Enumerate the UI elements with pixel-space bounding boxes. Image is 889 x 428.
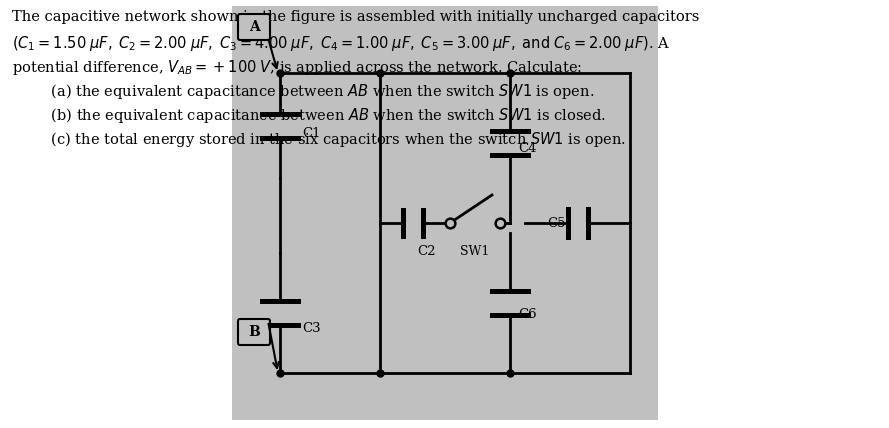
Text: C3: C3 xyxy=(302,321,321,335)
Text: C6: C6 xyxy=(518,309,537,321)
Text: B: B xyxy=(248,325,260,339)
Text: $(C_1 = 1.50\;\mu F,\; C_2 = 2.00\;\mu F,\; C_3 = 4.00\;\mu F,\; C_4 = 1.00\;\mu: $(C_1 = 1.50\;\mu F,\; C_2 = 2.00\;\mu F… xyxy=(12,34,670,53)
FancyBboxPatch shape xyxy=(238,14,270,40)
Text: C1: C1 xyxy=(302,127,321,140)
Text: A: A xyxy=(249,20,260,34)
Text: SW1: SW1 xyxy=(461,245,490,258)
Text: (a) the equivalent capacitance between $AB$ when the switch $SW1$ is open.: (a) the equivalent capacitance between $… xyxy=(32,82,595,101)
Text: C5: C5 xyxy=(548,217,566,229)
Text: C4: C4 xyxy=(518,142,536,155)
Text: potential difference, $V_{AB} = +100\;V$, is applied across the network. Calcula: potential difference, $V_{AB} = +100\;V$… xyxy=(12,58,582,77)
Bar xyxy=(232,6,658,420)
Text: C2: C2 xyxy=(418,245,436,258)
Text: (b) the equivalent capacitance between $AB$ when the switch $SW1$ is closed.: (b) the equivalent capacitance between $… xyxy=(32,106,606,125)
FancyBboxPatch shape xyxy=(238,319,270,345)
Text: (c) the total energy stored in the six capacitors when the switch $SW1$ is open.: (c) the total energy stored in the six c… xyxy=(32,130,626,149)
Text: The capacitive network shown in the figure is assembled with initially uncharged: The capacitive network shown in the figu… xyxy=(12,10,700,24)
